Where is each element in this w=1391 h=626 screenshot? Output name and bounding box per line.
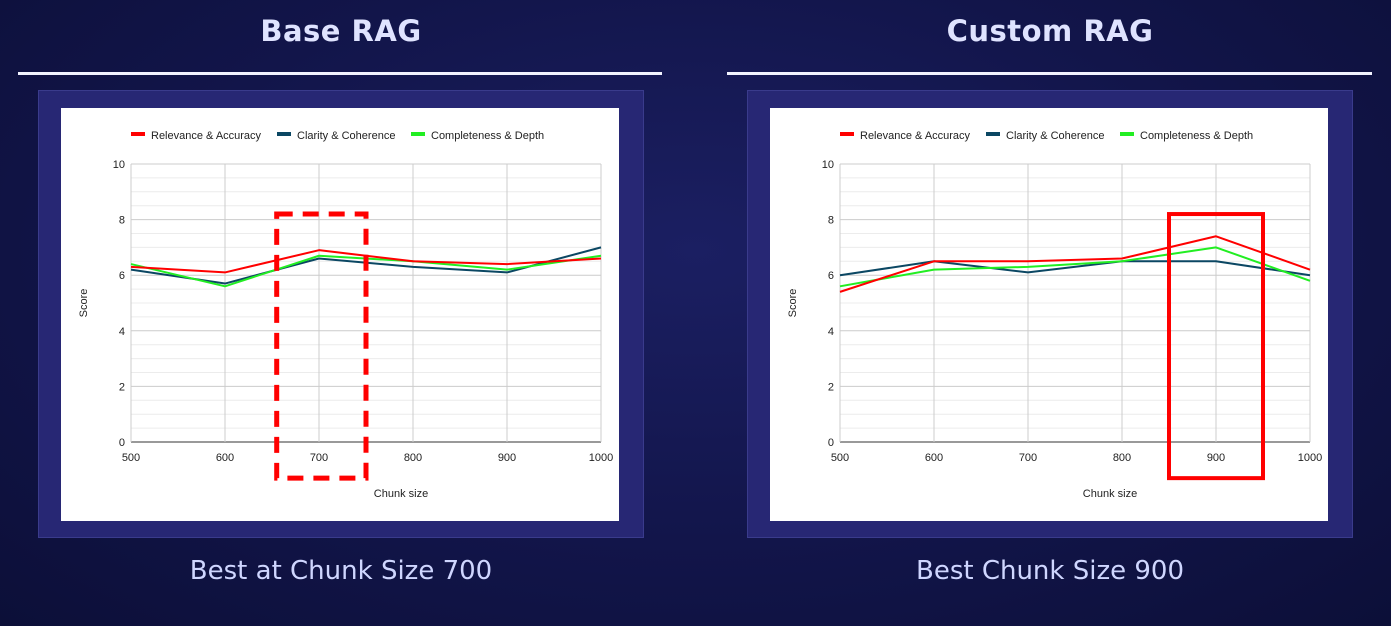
x-tick-label: 700 (310, 452, 328, 464)
x-tick-label: 500 (122, 452, 140, 464)
y-tick-label: 10 (113, 159, 125, 171)
legend-swatch (986, 132, 1000, 136)
x-tick-label: 1000 (1298, 452, 1322, 464)
panel-title: Custom RAG (946, 14, 1154, 48)
highlight-box (274, 211, 369, 481)
y-tick-label: 8 (828, 215, 834, 227)
highlight-box (1167, 212, 1265, 481)
series-line-completeness-depth (839, 246, 1311, 288)
y-tick-label: 4 (119, 326, 125, 338)
y-tick-label: 6 (828, 270, 834, 282)
title-divider (18, 72, 662, 75)
x-tick-label: 900 (1207, 452, 1225, 464)
base-rag-panel: Base RAG 0 2 4 6 8 10 500 600 700 800 900 1000 Chunk… (18, 0, 664, 626)
y-axis-title: Score (787, 289, 799, 318)
legend-item: Completeness & Depth (411, 130, 544, 142)
x-tick-label: 600 (925, 452, 943, 464)
legend-label: Relevance & Accuracy (860, 130, 971, 142)
y-tick-label: 0 (119, 437, 125, 449)
panel-title: Base RAG (260, 14, 422, 48)
legend-swatch (840, 132, 854, 136)
x-tick-label: 500 (831, 452, 849, 464)
legend-label: Clarity & Coherence (1006, 130, 1104, 142)
panel-caption: Best at Chunk Size 700 (189, 556, 493, 586)
x-axis-title: Chunk size (374, 488, 428, 500)
legend-swatch (1120, 132, 1134, 136)
legend-label: Completeness & Depth (431, 130, 544, 142)
series-line-relevance-accuracy (839, 235, 1311, 293)
y-tick-label: 6 (119, 270, 125, 282)
x-tick-label: 800 (1113, 452, 1131, 464)
legend-label: Completeness & Depth (1140, 130, 1253, 142)
legend-item: Completeness & Depth (1120, 130, 1253, 142)
y-tick-label: 0 (828, 437, 834, 449)
x-axis-title: Chunk size (1083, 488, 1137, 500)
legend-item: Clarity & Coherence (277, 130, 395, 142)
series-line-clarity-coherence (839, 260, 1311, 277)
chart-card: 0 2 4 6 8 10 500 600 700 800 900 1000 Chunk size Scor… (61, 108, 619, 521)
x-tick-label: 700 (1019, 452, 1037, 464)
y-tick-label: 4 (828, 326, 834, 338)
y-tick-label: 2 (119, 381, 125, 393)
title-divider (727, 72, 1372, 75)
y-tick-label: 8 (119, 215, 125, 227)
legend-item: Relevance & Accuracy (131, 130, 262, 142)
legend-swatch (277, 132, 291, 136)
x-tick-label: 900 (498, 452, 516, 464)
base-rag-chart: 0 2 4 6 8 10 500 600 700 800 900 1000 Chunk size Scor… (78, 130, 613, 500)
legend-item: Relevance & Accuracy (840, 130, 971, 142)
x-tick-label: 1000 (589, 452, 613, 464)
chart-card: 0 2 4 6 8 10 500 600 700 800 900 1000 Chunk size Scor… (770, 108, 1328, 521)
x-tick-label: 800 (404, 452, 422, 464)
legend-swatch (411, 132, 425, 136)
legend-swatch (131, 132, 145, 136)
panel-caption: Best Chunk Size 900 (915, 556, 1184, 586)
y-tick-label: 2 (828, 381, 834, 393)
legend-label: Relevance & Accuracy (151, 130, 262, 142)
custom-rag-panel: Custom RAG 0 2 4 6 8 10 500 600 700 800 900 1000 Chu… (727, 0, 1373, 626)
legend-item: Clarity & Coherence (986, 130, 1104, 142)
x-tick-label: 600 (216, 452, 234, 464)
y-tick-label: 10 (822, 159, 834, 171)
custom-rag-chart: 0 2 4 6 8 10 500 600 700 800 900 1000 Chunk size Scor… (787, 130, 1322, 500)
y-axis-title: Score (78, 289, 90, 318)
legend-label: Clarity & Coherence (297, 130, 395, 142)
